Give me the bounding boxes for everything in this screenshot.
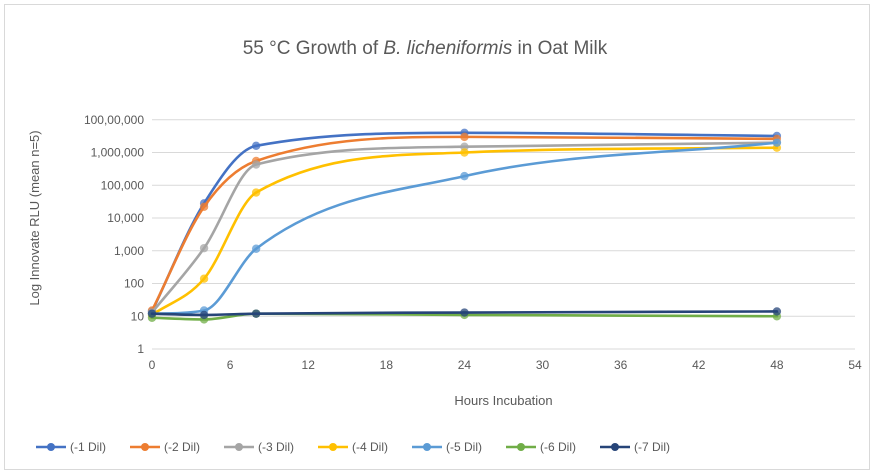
legend-label: (-2 Dil): [164, 440, 200, 454]
data-point: [199, 310, 209, 320]
data-point: [460, 171, 469, 181]
legend-item: (-3 Dil): [224, 440, 294, 454]
x-tick-label: 24: [458, 358, 472, 372]
legend-swatch-marker: [141, 443, 149, 451]
x-tick-label: 12: [302, 358, 316, 372]
series-7: [147, 307, 782, 320]
legend-item: (-1 Dil): [36, 440, 106, 454]
legend-swatch-marker: [423, 443, 431, 451]
series-line: [150, 141, 779, 314]
data-point: [199, 274, 209, 283]
chart-title-part: 55 °C Growth of: [243, 38, 384, 59]
series-5: [147, 138, 782, 318]
y-tick-label: 100: [124, 277, 144, 291]
x-axis-label: Hours Incubation: [454, 393, 552, 408]
y-tick-label: 100,000: [101, 178, 145, 192]
legend-swatch-marker: [47, 443, 55, 451]
x-tick-label: 18: [380, 358, 394, 372]
legend-label: (-7 Dil): [634, 440, 670, 454]
data-point: [251, 141, 261, 151]
data-point: [251, 309, 261, 318]
legend-swatch-marker: [235, 443, 243, 451]
legend-item: (-5 Dil): [412, 440, 482, 454]
y-tick-label: 1,000: [114, 244, 144, 258]
x-tick-label: 30: [536, 358, 550, 372]
x-tick-label: 0: [149, 358, 156, 372]
series-4: [147, 143, 782, 320]
x-tick-label: 48: [770, 358, 784, 372]
data-point: [199, 243, 209, 253]
y-tick-label: 1: [137, 342, 144, 356]
y-axis-ticks: 1 10 100 1,000 10,000 100,000 1,000,000 100,00,…: [84, 113, 144, 356]
legend-label: (-1 Dil): [70, 440, 106, 454]
y-tick-label: 10,000: [107, 211, 144, 225]
series-line: [150, 131, 779, 313]
y-tick-label: 1,000,000: [91, 146, 145, 160]
y-tick-label: 10: [131, 309, 145, 323]
series-layer: [147, 128, 782, 324]
x-tick-label: 36: [614, 358, 628, 372]
data-point: [460, 148, 469, 157]
x-tick-label: 6: [227, 358, 234, 372]
data-point: [251, 188, 261, 197]
legend-label: (-4 Dil): [352, 440, 388, 454]
series-2: [147, 132, 782, 315]
data-point: [460, 132, 469, 142]
chart-title: 55 °C Growth of B. licheniformis in Oat …: [243, 38, 608, 59]
data-point: [460, 308, 469, 317]
legend-item: (-7 Dil): [600, 440, 670, 454]
data-point: [772, 307, 782, 316]
legend-swatch-marker: [517, 443, 525, 451]
y-axis-label: Log Innovate RLU (mean n=5): [27, 130, 42, 305]
data-point: [199, 202, 209, 211]
growth-chart: 55 °C Growth of B. licheniformis in Oat …: [27, 38, 862, 454]
x-tick-label: 54: [848, 358, 862, 372]
data-point: [147, 309, 157, 318]
series-line: [150, 141, 779, 315]
data-point: [251, 244, 261, 253]
data-point: [772, 138, 782, 147]
y-tick-label: 100,00,000: [84, 113, 144, 127]
chart-frame: 55 °C Growth of B. licheniformis in Oat …: [4, 4, 870, 470]
legend-label: (-5 Dil): [446, 440, 482, 454]
legend-label: (-3 Dil): [258, 440, 294, 454]
legend-swatch-marker: [329, 443, 337, 451]
series-line: [150, 135, 779, 312]
legend-item: (-2 Dil): [130, 440, 200, 454]
legend-label: (-6 Dil): [540, 440, 576, 454]
legend: (-1 Dil) (-2 Dil) (-3 Dil) (-4 Dil) (-5 Dil)…: [36, 440, 670, 454]
chart-title-part: in Oat Milk: [512, 38, 608, 59]
legend-item: (-4 Dil): [318, 440, 388, 454]
x-axis-ticks: 0 6 12 18 24 30 36 42 48 54: [149, 358, 862, 372]
series-3: [147, 138, 782, 317]
chart-title-part: B. licheniformis: [383, 38, 512, 59]
data-point: [460, 142, 469, 151]
legend-item: (-6 Dil): [506, 440, 576, 454]
x-tick-label: 42: [692, 358, 706, 372]
data-point: [251, 160, 261, 169]
legend-swatch-marker: [611, 443, 619, 451]
